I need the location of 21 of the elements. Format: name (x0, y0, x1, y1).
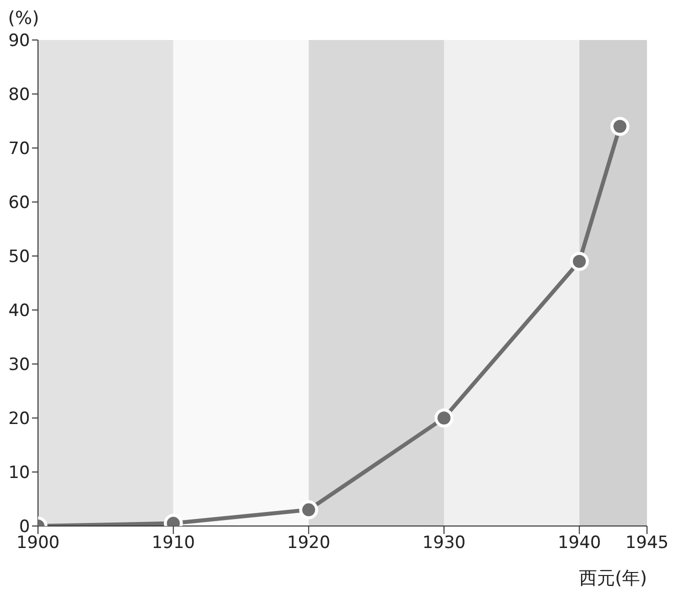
y-tick-label: 50 (8, 247, 30, 268)
x-axis-title: 西元(年) (578, 567, 647, 590)
y-tick-label: 30 (8, 355, 30, 376)
y-tick-label: 70 (8, 139, 30, 160)
point (570, 252, 589, 271)
y-tick-label: 20 (8, 409, 30, 430)
point (434, 408, 454, 428)
point (299, 500, 318, 520)
x-tick-label: 1940 (558, 533, 601, 554)
x-tick-label: 1930 (422, 533, 466, 554)
y-tick-label: 60 (8, 193, 30, 214)
y-tick-label: 90 (8, 31, 30, 52)
y-tick-label: 80 (8, 85, 30, 106)
x-tick-label: 1900 (16, 533, 60, 554)
x-tick-label: 1910 (152, 533, 195, 554)
point (610, 116, 630, 136)
y-tick-label: 10 (8, 463, 30, 484)
y-tick-label: 40 (8, 301, 30, 322)
y-axis-title: (%) (8, 8, 40, 29)
x-tick-label: 1945 (625, 533, 669, 554)
x-tick-label: 1920 (287, 533, 330, 554)
